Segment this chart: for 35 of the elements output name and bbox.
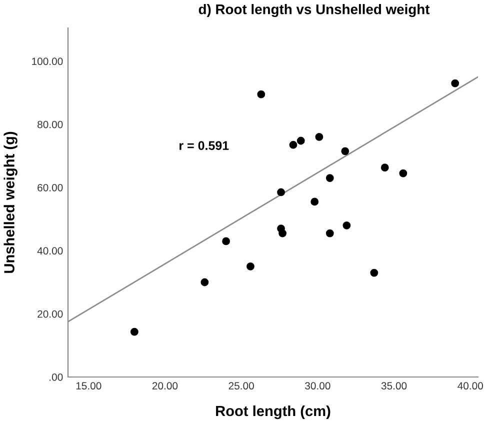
x-tick-label: 40.00 bbox=[458, 382, 483, 390]
x-tick-label: 15.00 bbox=[76, 382, 102, 390]
point bbox=[246, 262, 254, 270]
x-tick-label: 35.00 bbox=[381, 382, 407, 390]
point bbox=[399, 169, 408, 178]
y-tick-label: 60.00 bbox=[38, 184, 63, 192]
point bbox=[200, 278, 209, 286]
point bbox=[326, 229, 334, 238]
annotation: r = 0.591 bbox=[180, 141, 229, 150]
y-tick-label: .00 bbox=[50, 374, 63, 381]
point bbox=[315, 133, 324, 141]
point bbox=[310, 198, 319, 206]
y-tick-label: 40.00 bbox=[37, 247, 63, 255]
point bbox=[326, 174, 334, 182]
y-tick-label: 100.00 bbox=[32, 58, 63, 66]
y-axis-title: Unshelled weight (g) bbox=[4, 132, 18, 273]
point bbox=[342, 221, 351, 230]
point bbox=[370, 268, 378, 277]
point bbox=[289, 140, 298, 149]
point bbox=[296, 136, 305, 145]
point bbox=[380, 164, 389, 172]
point bbox=[451, 79, 460, 88]
point bbox=[277, 188, 285, 196]
x-tick-label: 20.00 bbox=[152, 382, 178, 390]
chart-title: d) Root length vs Unshelled weight bbox=[198, 4, 430, 18]
y-tick-label: 80.00 bbox=[38, 120, 63, 128]
point bbox=[222, 237, 230, 246]
x-axis-title: Root length (cm) bbox=[216, 405, 330, 420]
x-tick-label: 25.00 bbox=[228, 382, 254, 390]
point bbox=[278, 229, 286, 238]
point bbox=[257, 90, 266, 98]
point bbox=[130, 328, 138, 336]
x-tick-label: 30.00 bbox=[305, 382, 330, 390]
point bbox=[341, 147, 350, 156]
y-tick-label: 20.00 bbox=[38, 310, 63, 318]
